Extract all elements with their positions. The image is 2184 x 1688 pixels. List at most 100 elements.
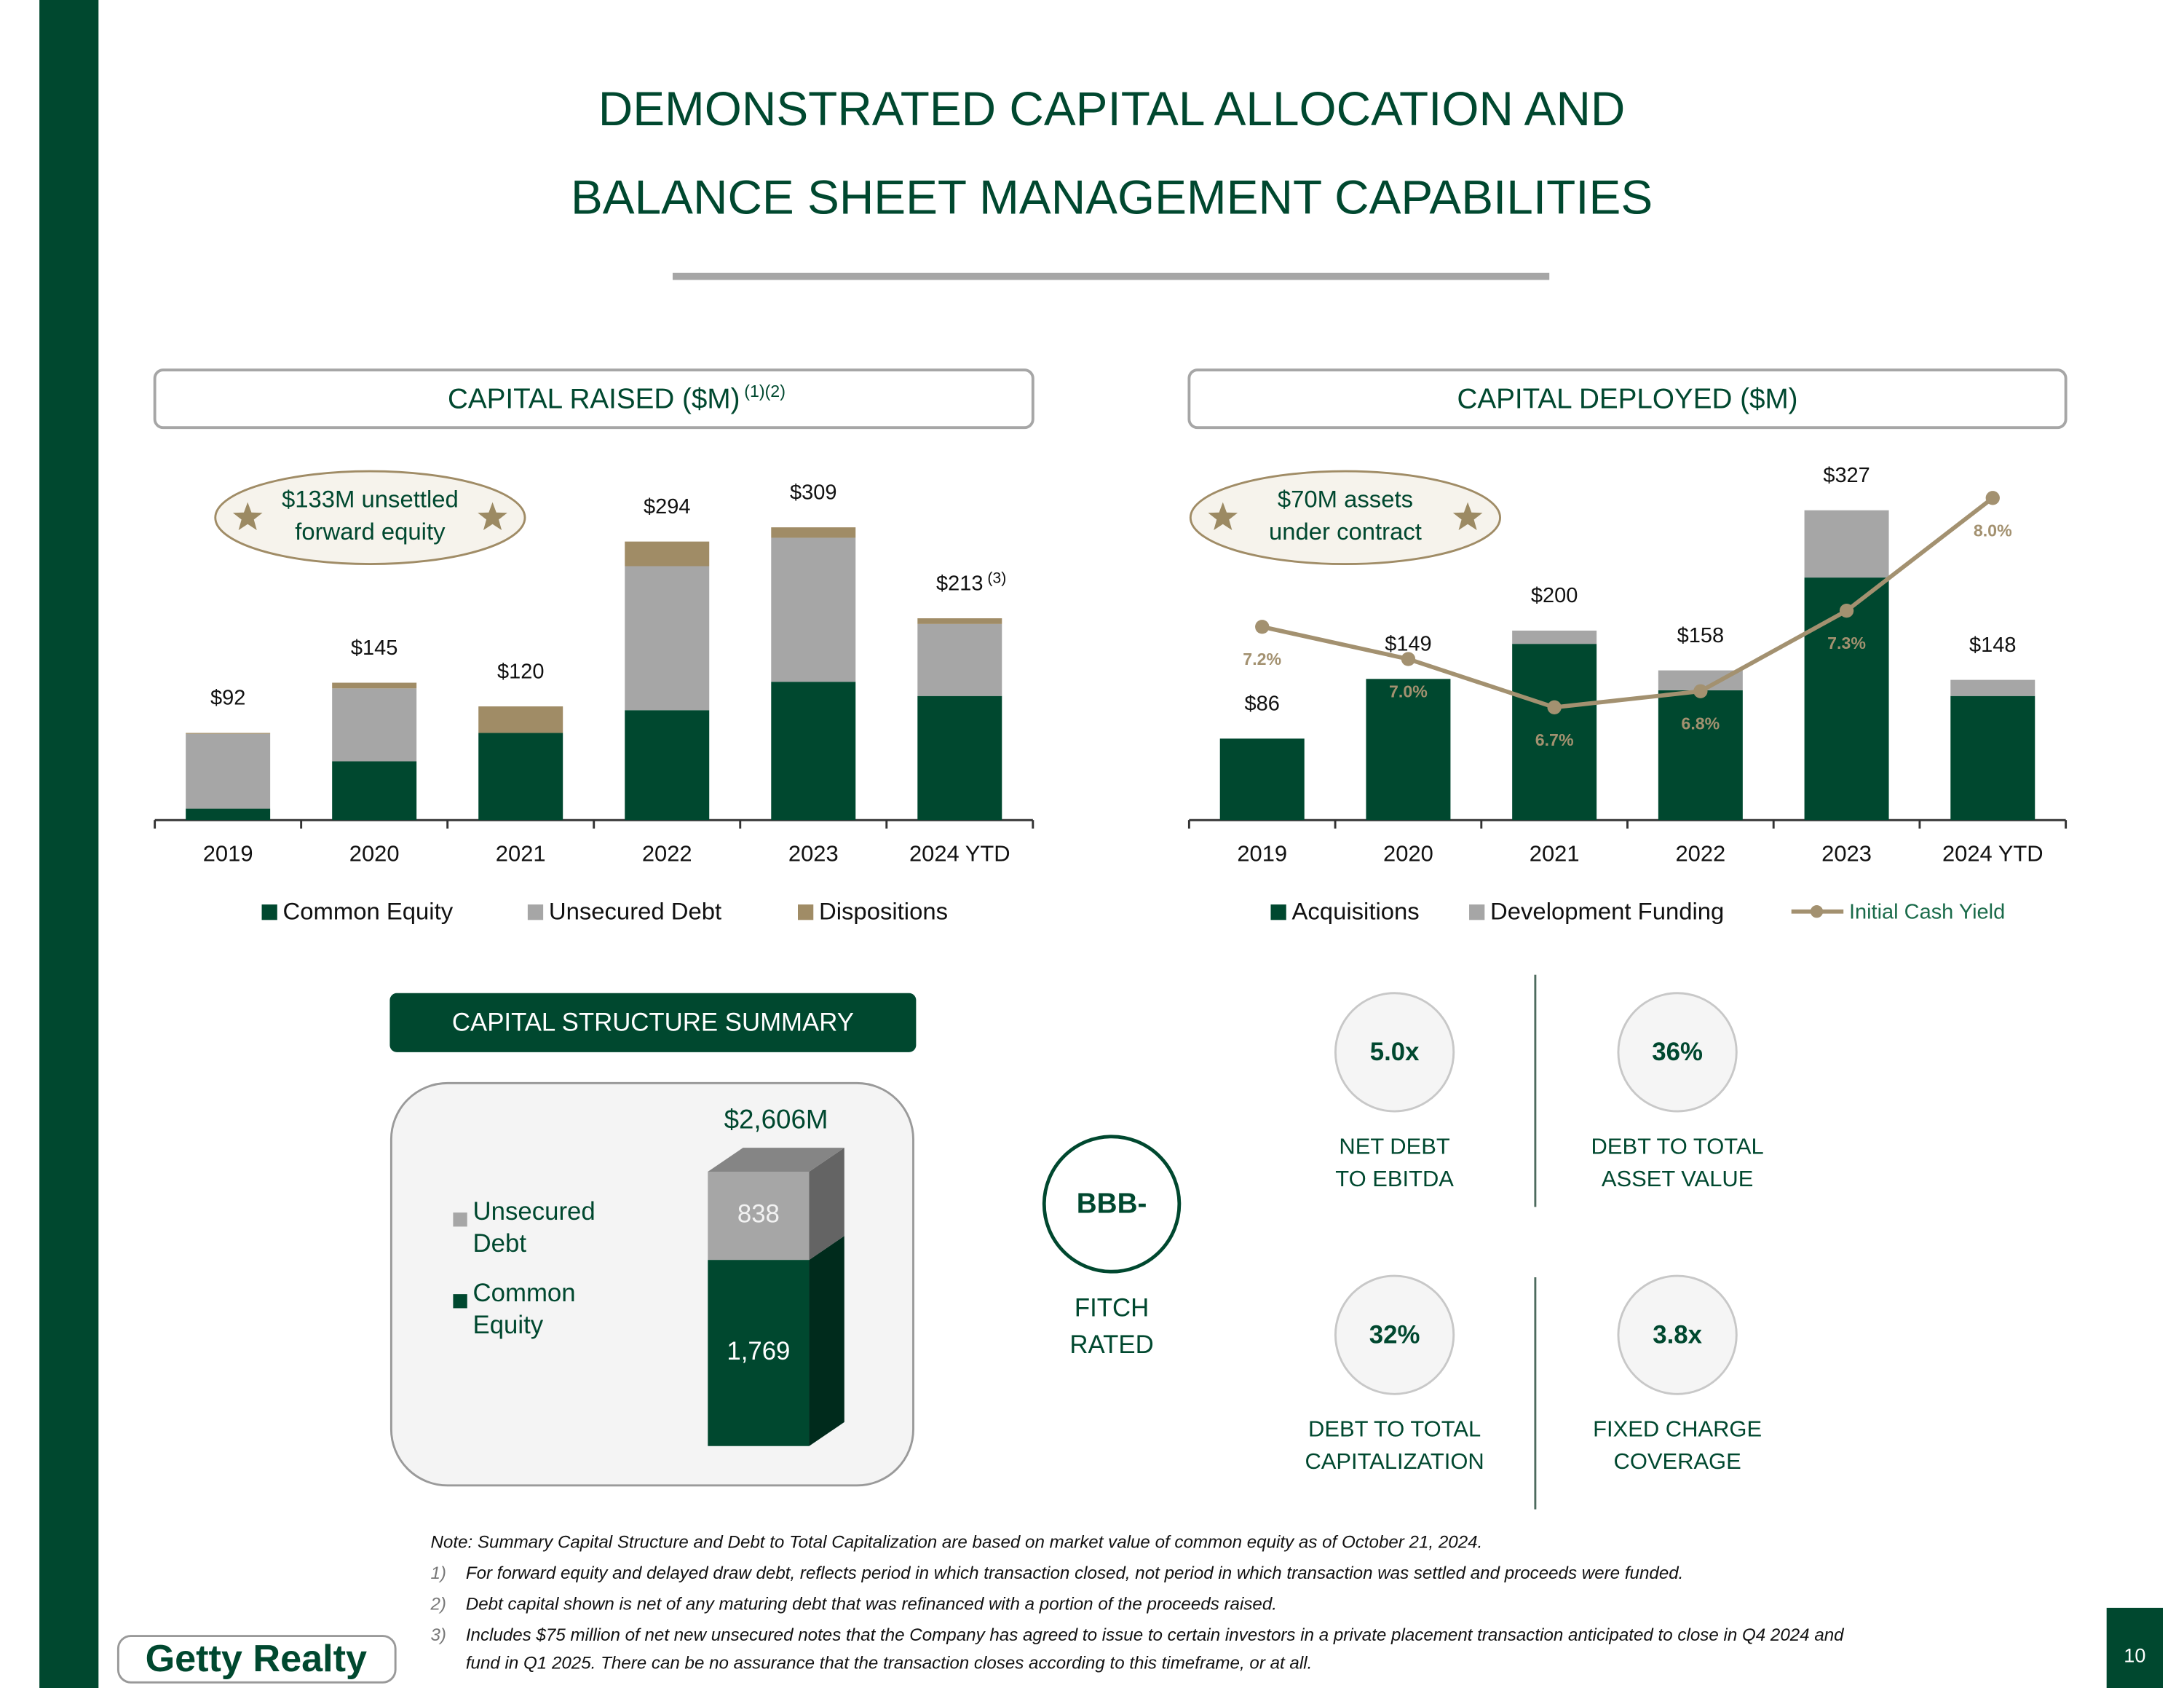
note-text: Includes $75 million of net new unsecure… <box>466 1625 1845 1645</box>
metric-badge <box>1334 992 1455 1113</box>
legend-label: Common Equity <box>472 1278 576 1339</box>
bar-segment <box>186 808 271 821</box>
total-label: $158 <box>1677 624 1724 647</box>
note-text: For forward equity and delayed draw debt… <box>466 1563 1684 1583</box>
side-bar <box>39 0 99 1688</box>
metric-label: ASSET VALUE <box>1602 1166 1753 1191</box>
line-point <box>1985 491 2000 505</box>
section-header <box>389 993 917 1052</box>
bar-segment <box>1804 577 1889 821</box>
bar-segment <box>771 527 856 538</box>
rating-value: BBB- <box>1077 1188 1147 1220</box>
point-label: 8.0% <box>1974 521 2012 540</box>
total-label: $327 <box>1823 464 1870 487</box>
bar-top <box>708 1148 844 1172</box>
bar-segment <box>478 733 563 821</box>
x-tick-label: 2021 <box>1530 841 1580 867</box>
star-icon <box>1452 502 1483 531</box>
bar-segment <box>708 1260 810 1446</box>
total-label: $86 <box>1245 693 1280 716</box>
segment-label: 838 <box>737 1201 780 1228</box>
bar-segment <box>917 618 1002 624</box>
legend-label: Common Equity <box>283 897 454 924</box>
metric-value: 32% <box>1369 1321 1420 1349</box>
bar-segment <box>1804 510 1889 578</box>
bar-segment <box>625 541 710 567</box>
legend-swatch <box>453 1212 467 1227</box>
star-icon <box>1208 502 1238 531</box>
page-number: 10 <box>2124 1645 2145 1667</box>
bar-segment <box>1512 644 1597 821</box>
rating-label: FITCH <box>1075 1295 1149 1322</box>
metric-label: DEBT TO TOTAL <box>1591 1133 1764 1159</box>
bar-segment <box>708 1171 810 1261</box>
metric-label: COVERAGE <box>1614 1448 1741 1474</box>
bar-segment <box>1219 738 1305 821</box>
line-point <box>1839 603 1854 618</box>
callout-text: forward equity <box>295 518 446 545</box>
total-label: $92 <box>210 687 245 710</box>
metric-value: 5.0x <box>1370 1038 1420 1066</box>
note-marker: 1) <box>430 1563 446 1583</box>
metric-badge <box>1617 1274 1738 1395</box>
section-title: CAPITAL STRUCTURE SUMMARY <box>452 1009 854 1036</box>
bar-segment <box>917 695 1002 821</box>
star-icon <box>478 502 507 531</box>
total-label: $2,606M <box>724 1104 828 1134</box>
bar-segment <box>771 682 856 821</box>
logo-frame <box>116 1635 397 1684</box>
chart-title: CAPITAL RAISED ($M) <box>448 384 740 415</box>
total-label: $120 <box>497 660 544 683</box>
title-line: DEMONSTRATED CAPITAL ALLOCATION AND <box>598 82 1626 135</box>
legend-label-box: Common Equity <box>472 1278 576 1339</box>
segment-label: 1,769 <box>727 1338 790 1365</box>
point-label: 6.8% <box>1681 714 1720 733</box>
callout <box>1189 470 1502 566</box>
line-point <box>1401 652 1416 666</box>
bar-segment <box>1950 679 2035 696</box>
point-label: 6.7% <box>1535 730 1574 749</box>
line-point <box>1693 684 1708 698</box>
title-line: BALANCE SHEET MANAGEMENT CAPABILITIES <box>571 171 1653 224</box>
note-marker: 3) <box>430 1625 446 1645</box>
legend-label: Unsecured Debt <box>472 1196 596 1258</box>
bar-segment <box>332 761 417 821</box>
x-tick-label: 2023 <box>788 841 839 867</box>
legend-label: Development Funding <box>1490 897 1724 924</box>
x-tick-label: 2024 YTD <box>909 841 1010 867</box>
x-tick-label: 2020 <box>1383 841 1433 867</box>
metric-label: CAPITALIZATION <box>1305 1448 1484 1474</box>
total-note: (3) <box>987 569 1006 587</box>
bar-segment <box>1366 679 1451 821</box>
legend-swatch <box>453 1294 467 1309</box>
bar-segment <box>917 623 1002 696</box>
bar-segment <box>1658 690 1743 821</box>
callout <box>214 470 526 566</box>
bar-segment <box>332 688 417 762</box>
chart-title: CAPITAL DEPLOYED ($M) <box>1457 384 1797 415</box>
x-tick-label: 2020 <box>349 841 400 867</box>
point-label: 7.0% <box>1389 682 1428 701</box>
legend-label: Acquisitions <box>1291 897 1419 924</box>
page-number-box <box>2106 1607 2164 1688</box>
callout-text: under contract <box>1269 518 1422 545</box>
note-text: Debt capital shown is net of any maturin… <box>466 1594 1277 1614</box>
legend-swatch <box>1469 904 1485 920</box>
legend-label: Dispositions <box>819 897 948 924</box>
legend-swatch <box>261 904 277 920</box>
legend-label-box: Unsecured Debt <box>472 1196 596 1258</box>
legend-swatch <box>798 904 814 920</box>
legend-label: Initial Cash Yield <box>1849 900 2005 923</box>
total-label: $200 <box>1531 584 1578 607</box>
metric-label: FIXED CHARGE <box>1593 1416 1762 1442</box>
callout-text: $133M unsettled <box>282 485 459 512</box>
x-tick-label: 2019 <box>1237 841 1287 867</box>
x-tick-label: 2022 <box>642 841 692 867</box>
total-label: $148 <box>1969 634 2016 657</box>
rating-label: RATED <box>1069 1331 1153 1359</box>
total-label: $294 <box>644 495 690 518</box>
metric-badge <box>1617 992 1738 1113</box>
bar-side <box>809 1236 844 1446</box>
metric-value: 3.8x <box>1653 1321 1702 1349</box>
